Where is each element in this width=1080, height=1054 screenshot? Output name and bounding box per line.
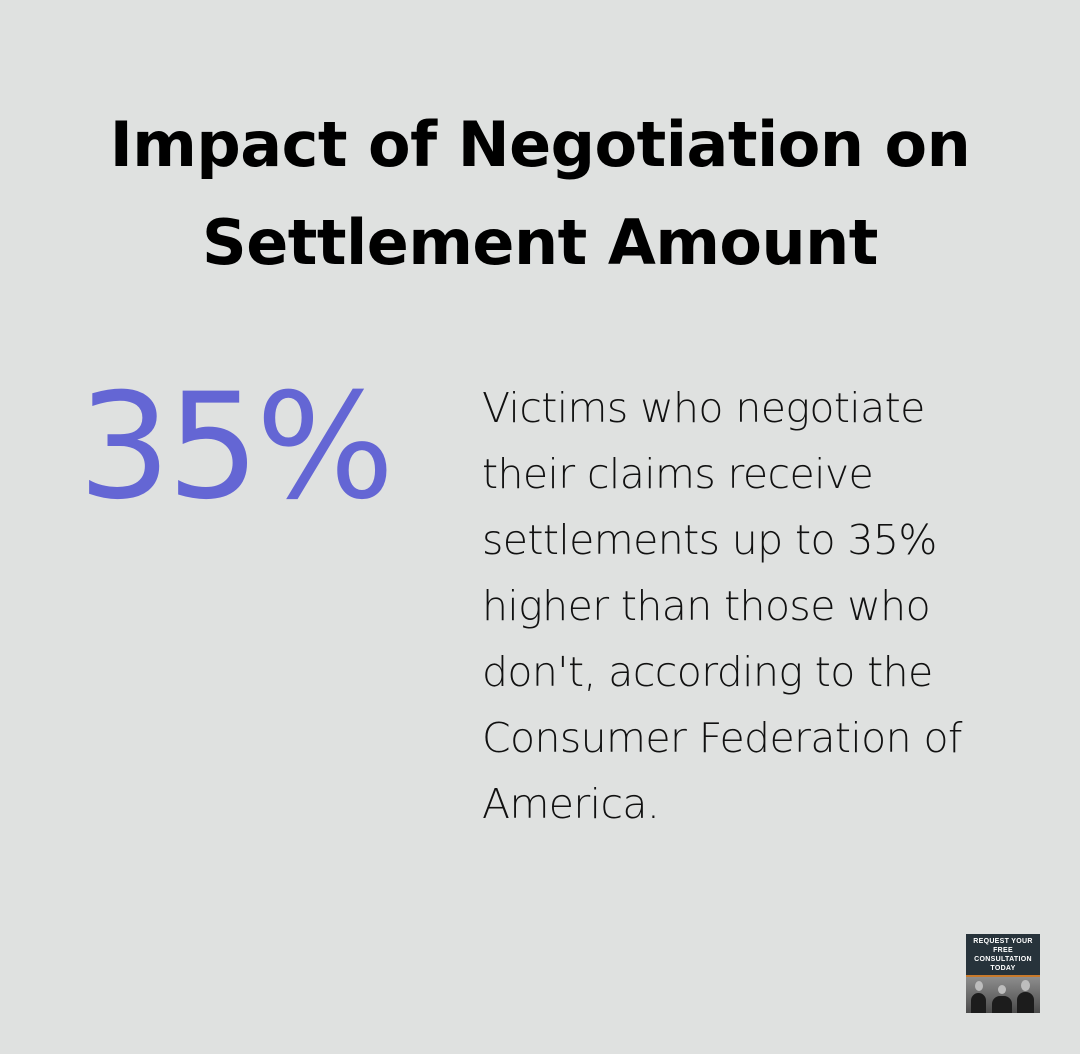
team-photo bbox=[966, 977, 1040, 1013]
badge-text: REQUEST YOUR FREE CONSULTATION TODAY bbox=[973, 938, 1033, 972]
page-title: Impact of Negotiation on Settlement Amou… bbox=[109, 108, 971, 279]
stat-value: 35% bbox=[78, 362, 395, 532]
stat-description: Victims who negotiate their claims recei… bbox=[482, 384, 962, 828]
consultation-badge[interactable]: REQUEST YOUR FREE CONSULTATION TODAY bbox=[966, 934, 1040, 1013]
badge-divider bbox=[966, 975, 1040, 977]
